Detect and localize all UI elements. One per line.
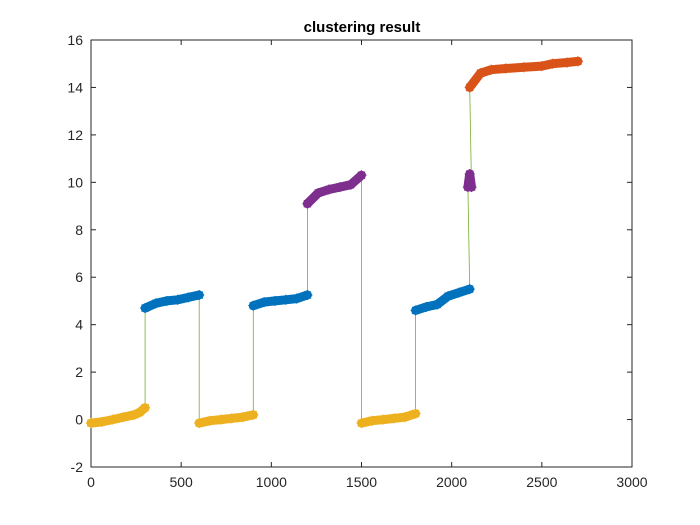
x-tick-label: 500	[169, 474, 193, 490]
data-point-blue	[269, 295, 280, 306]
data-point-orange	[486, 64, 497, 75]
y-tick-label: 0	[75, 412, 83, 428]
y-tick-label: 4	[75, 317, 83, 333]
data-point-orange	[464, 82, 475, 93]
y-tick-label: 6	[75, 269, 83, 285]
data-point-blue	[432, 299, 443, 310]
data-point-yellow	[226, 413, 237, 424]
data-point-orange	[547, 58, 558, 69]
x-tick-label: 2000	[436, 474, 467, 490]
y-tick-label: 8	[75, 222, 83, 238]
data-point-blue	[194, 290, 205, 301]
data-point-yellow	[237, 412, 248, 423]
y-tick-label: 12	[67, 127, 83, 143]
data-point-blue	[150, 298, 161, 309]
x-tick-label: 1500	[346, 474, 377, 490]
data-point-yellow	[140, 402, 151, 413]
y-tick-label: 14	[67, 79, 83, 95]
data-point-yellow	[248, 409, 259, 420]
data-point-orange	[500, 63, 511, 74]
data-point-blue	[259, 297, 270, 308]
data-point-blue	[280, 294, 291, 305]
data-point-yellow	[410, 408, 421, 419]
data-point-yellow	[215, 414, 226, 425]
data-point-blue	[172, 294, 183, 305]
data-point-blue	[464, 284, 475, 295]
data-point-blue	[291, 293, 302, 304]
y-tick-label: -2	[71, 459, 84, 475]
data-point-purple	[313, 188, 324, 199]
y-tick-label: 10	[67, 174, 83, 190]
data-point-blue	[140, 303, 151, 314]
data-point-orange	[518, 62, 529, 73]
x-tick-label: 3000	[616, 474, 647, 490]
data-point-yellow	[107, 414, 118, 425]
data-point-orange	[562, 57, 573, 68]
data-point-yellow	[356, 418, 367, 429]
data-point-yellow	[378, 414, 389, 425]
data-point-orange	[536, 61, 547, 72]
data-point-purple	[302, 198, 313, 209]
data-point-purple	[466, 182, 477, 193]
data-point-blue	[410, 305, 421, 316]
cluster-band-blue	[411, 284, 475, 315]
data-point-purple	[464, 169, 475, 180]
data-point-yellow	[205, 415, 216, 426]
data-point-yellow	[86, 418, 96, 429]
data-point-blue	[421, 301, 432, 312]
chart-title: clustering result	[304, 19, 421, 36]
data-point-yellow	[194, 418, 205, 429]
data-point-purple	[356, 170, 367, 181]
data-point-blue	[161, 295, 172, 306]
data-point-yellow	[388, 413, 399, 424]
data-point-yellow	[96, 416, 107, 427]
data-point-orange	[475, 68, 486, 79]
data-point-purple	[334, 182, 345, 193]
data-point-blue	[183, 292, 194, 303]
data-point-yellow	[118, 412, 129, 423]
x-tick-label: 2500	[526, 474, 557, 490]
data-point-yellow	[367, 415, 378, 426]
x-tick-label: 0	[87, 474, 95, 490]
y-tick-label: 2	[75, 364, 83, 380]
x-tick-label: 1000	[256, 474, 287, 490]
data-point-purple	[345, 179, 356, 190]
data-point-blue	[248, 300, 259, 311]
y-tick-label: 16	[67, 32, 83, 48]
data-point-purple	[324, 184, 335, 195]
data-point-blue	[453, 287, 464, 298]
data-point-yellow	[399, 412, 410, 423]
data-point-blue	[443, 291, 454, 302]
data-point-blue	[302, 290, 313, 301]
data-point-orange	[572, 56, 583, 67]
